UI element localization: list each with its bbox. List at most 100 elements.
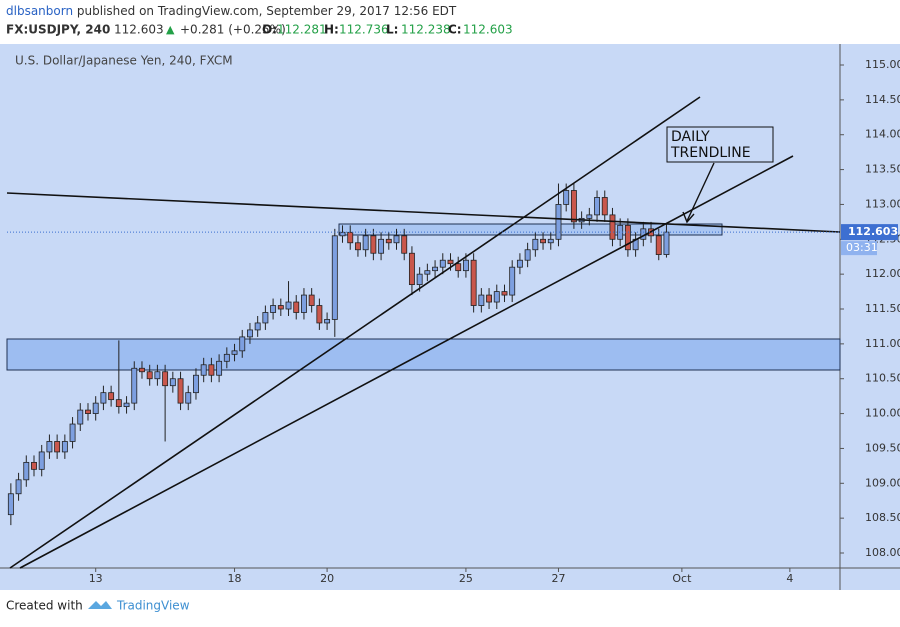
candle-body — [23, 461, 30, 481]
candle-body — [401, 235, 408, 254]
candle-body — [216, 360, 223, 376]
candle-body — [169, 378, 176, 387]
candle-body — [193, 374, 199, 394]
tradingview-logo — [88, 601, 112, 609]
ohlc-label: H: — [324, 23, 339, 37]
candle-body — [270, 305, 277, 313]
candle-body — [239, 336, 246, 352]
candle-body — [570, 190, 577, 223]
ohlc-label: O: — [262, 23, 277, 37]
candle-body — [185, 392, 192, 404]
candle-body — [301, 294, 307, 313]
candle-body — [254, 322, 261, 331]
publisher: dlbsanborn — [6, 4, 73, 18]
y-tick-label: 111.000 — [865, 337, 900, 350]
candle-body — [100, 392, 107, 404]
trendline — [6, 192, 841, 233]
candle-body — [362, 235, 369, 251]
candle-body — [455, 263, 462, 272]
candle-body — [416, 273, 423, 286]
y-tick-label: 109.500 — [865, 441, 900, 454]
change: +0.281 (+0.25%) — [180, 23, 286, 37]
x-tick-label: 25 — [459, 572, 473, 585]
y-tick-label: 108.000 — [865, 546, 900, 559]
candle-body — [31, 461, 37, 470]
candle-body — [555, 204, 562, 240]
footer-link[interactable]: TradingView — [116, 599, 190, 613]
candle-body — [69, 423, 76, 442]
candle-body — [46, 441, 53, 453]
ohlc-label: C: — [448, 23, 462, 37]
trendline — [19, 155, 794, 569]
candle-body — [277, 305, 284, 310]
candle-body — [324, 319, 331, 324]
candle-body — [77, 409, 84, 425]
trendline — [9, 96, 701, 569]
candle-body — [38, 451, 45, 470]
ohlc-value: 112.603 — [463, 23, 513, 37]
candle-body — [92, 402, 99, 414]
published-text: published on TradingView.com, September … — [73, 4, 457, 18]
candle-body — [54, 441, 61, 453]
y-tick-label: 113.000 — [865, 197, 900, 210]
candle-body — [331, 235, 338, 320]
candle-body — [594, 197, 600, 216]
countdown-box — [841, 241, 877, 256]
candle-body — [154, 371, 161, 380]
candle-body — [378, 238, 385, 254]
support-zone — [6, 338, 841, 371]
candle-body — [470, 259, 477, 306]
candle-body — [162, 371, 169, 387]
candle-body — [223, 353, 230, 362]
candle-body — [347, 231, 354, 244]
x-tick-label: 27 — [551, 572, 565, 585]
candle-body — [609, 214, 616, 240]
candle-body — [439, 259, 446, 268]
candle-body — [231, 350, 238, 355]
countdown: 03:31 — [846, 241, 878, 254]
candle-body — [146, 371, 153, 380]
candle-body — [370, 235, 377, 254]
candle-body — [509, 266, 516, 296]
candle-body — [85, 409, 91, 414]
symbol: FX:USDJPY, 240 — [6, 23, 110, 37]
arrowhead — [682, 211, 695, 224]
candle-body — [424, 270, 431, 275]
candle-body — [663, 231, 670, 255]
candle-body — [262, 312, 269, 324]
resistance-zone — [338, 223, 723, 236]
ohlc-value: 112.736 — [339, 23, 389, 37]
y-tick-label: 115.000 — [865, 58, 900, 71]
candle-body — [447, 259, 454, 265]
x-tick-label: 13 — [89, 572, 103, 585]
candle-body — [200, 364, 207, 376]
candle-body — [108, 392, 115, 401]
last-price-label: 112.603 — [848, 225, 898, 238]
chart-title: U.S. Dollar/Japanese Yen, 240, FXCM — [15, 54, 233, 68]
candle-body — [486, 294, 493, 303]
candle-body — [285, 301, 292, 310]
candle-body — [123, 402, 130, 408]
y-tick-label: 110.500 — [865, 372, 900, 385]
ohlc-value: 112.281 — [277, 23, 327, 37]
candle-body — [478, 294, 485, 306]
candle-body — [516, 259, 523, 268]
candle-body — [493, 291, 500, 303]
x-tick-label: 20 — [320, 572, 334, 585]
candle-body — [308, 294, 315, 306]
candle-body — [115, 399, 122, 408]
arrow — [686, 162, 715, 222]
candle-body — [177, 378, 184, 404]
y-tick-label: 108.500 — [865, 511, 900, 524]
ohlc-value: 112.238 — [401, 23, 451, 37]
candle-body — [624, 224, 631, 251]
chart-bg — [0, 44, 900, 590]
y-tick-label: 109.000 — [865, 476, 900, 489]
candle-body — [617, 224, 624, 240]
candle-body — [293, 301, 300, 313]
candle-body — [385, 238, 392, 244]
annotation: DAILY — [671, 129, 710, 145]
